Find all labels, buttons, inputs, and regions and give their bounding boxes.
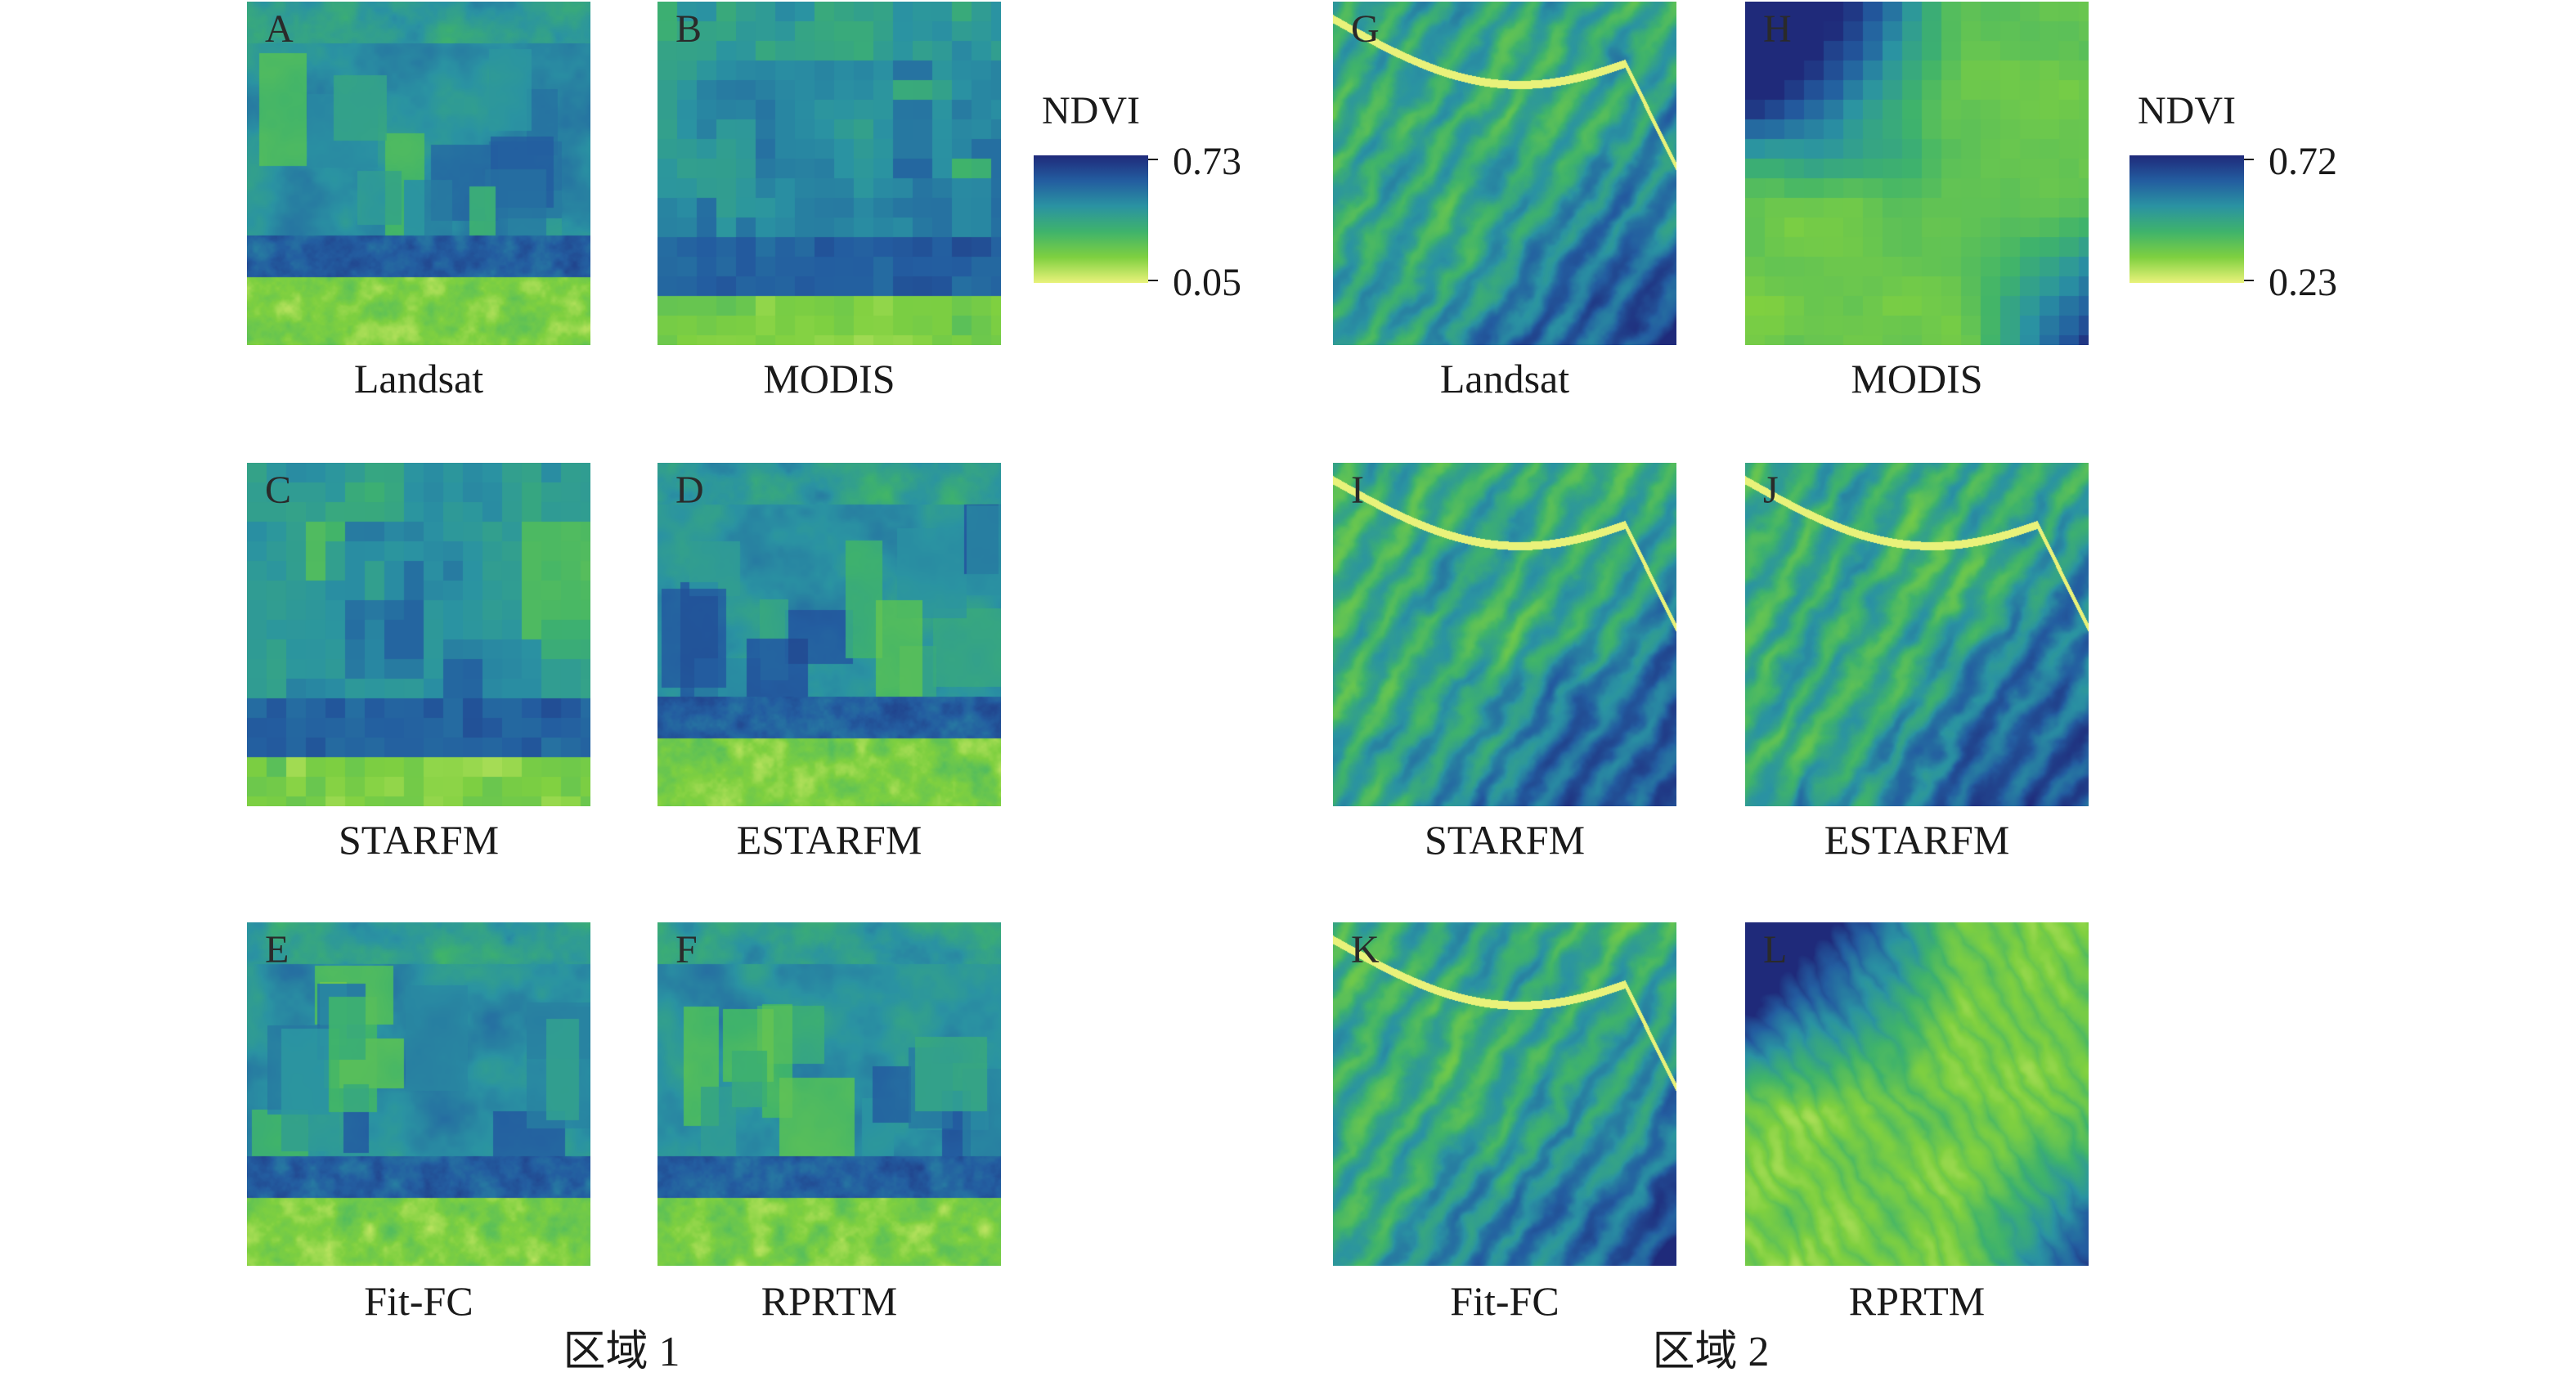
panel-letter: C xyxy=(265,469,292,512)
panel-caption: Fit-FC xyxy=(1450,1278,1560,1324)
ndvi-image xyxy=(247,922,590,1266)
legend-colorbar xyxy=(2129,155,2244,283)
panel-caption: STARFM xyxy=(338,817,500,863)
panel-h: H xyxy=(1745,2,2089,345)
panel-letter: L xyxy=(1763,928,1788,971)
ndvi-image xyxy=(1333,463,1676,806)
panel-letter: B xyxy=(675,7,702,51)
panel-i: I xyxy=(1333,463,1676,806)
panel-f: F xyxy=(657,922,1001,1266)
panel-letter: E xyxy=(265,928,289,971)
panel-caption: MODIS xyxy=(763,356,895,401)
panel-k: K xyxy=(1333,922,1676,1266)
panel-caption: ESTARFM xyxy=(736,817,922,863)
region-1-label: 区域 1 xyxy=(563,1329,680,1375)
legend-tick-max xyxy=(2244,159,2254,160)
panel-letter: A xyxy=(265,7,294,51)
panel-e: E xyxy=(247,922,590,1266)
ndvi-image xyxy=(1745,922,2089,1266)
ndvi-image xyxy=(1333,2,1676,345)
panel-caption: STARFM xyxy=(1424,817,1586,863)
ndvi-image xyxy=(1745,2,2089,345)
ndvi-image xyxy=(657,922,1001,1266)
ndvi-image xyxy=(1745,463,2089,806)
ndvi-image xyxy=(657,2,1001,345)
legend-colorbar xyxy=(1034,155,1148,283)
panel-letter: J xyxy=(1763,469,1779,512)
panel-caption: ESTARFM xyxy=(1824,817,2010,863)
ndvi-image xyxy=(247,463,590,806)
panel-caption: Landsat xyxy=(1439,356,1570,401)
legend-max-value: 0.73 xyxy=(1173,140,1241,183)
legend-tick-min xyxy=(2244,280,2254,281)
panel-a: A xyxy=(247,2,590,345)
panel-letter: G xyxy=(1351,7,1380,51)
panel-g: G xyxy=(1333,2,1676,345)
legend-max-value: 0.72 xyxy=(2269,140,2337,183)
panel-l: L xyxy=(1745,922,2089,1266)
legend-title: NDVI xyxy=(2138,89,2236,132)
legend-min-value: 0.05 xyxy=(1173,261,1241,304)
panel-caption: Fit-FC xyxy=(364,1278,473,1324)
panel-d: D xyxy=(657,463,1001,806)
panel-c: C xyxy=(247,463,590,806)
legend-tick-max xyxy=(1148,159,1158,160)
ndvi-image xyxy=(657,463,1001,806)
ndvi-image xyxy=(1333,922,1676,1266)
panel-caption: MODIS xyxy=(1851,356,1983,401)
ndvi-image xyxy=(247,2,590,345)
panel-letter: F xyxy=(675,928,698,971)
panel-j: J xyxy=(1745,463,2089,806)
panel-caption: RPRTM xyxy=(1848,1278,1986,1324)
panel-letter: H xyxy=(1763,7,1792,51)
panel-caption: RPRTM xyxy=(761,1278,898,1324)
panel-b: B xyxy=(657,2,1001,345)
panel-caption: Landsat xyxy=(353,356,484,401)
panel-letter: I xyxy=(1351,469,1364,512)
legend-tick-min xyxy=(1148,280,1158,281)
panel-letter: D xyxy=(675,469,704,512)
panel-letter: K xyxy=(1351,928,1380,971)
legend-min-value: 0.23 xyxy=(2269,261,2337,304)
legend-title: NDVI xyxy=(1042,89,1140,132)
region-2-label: 区域 2 xyxy=(1652,1329,1770,1375)
